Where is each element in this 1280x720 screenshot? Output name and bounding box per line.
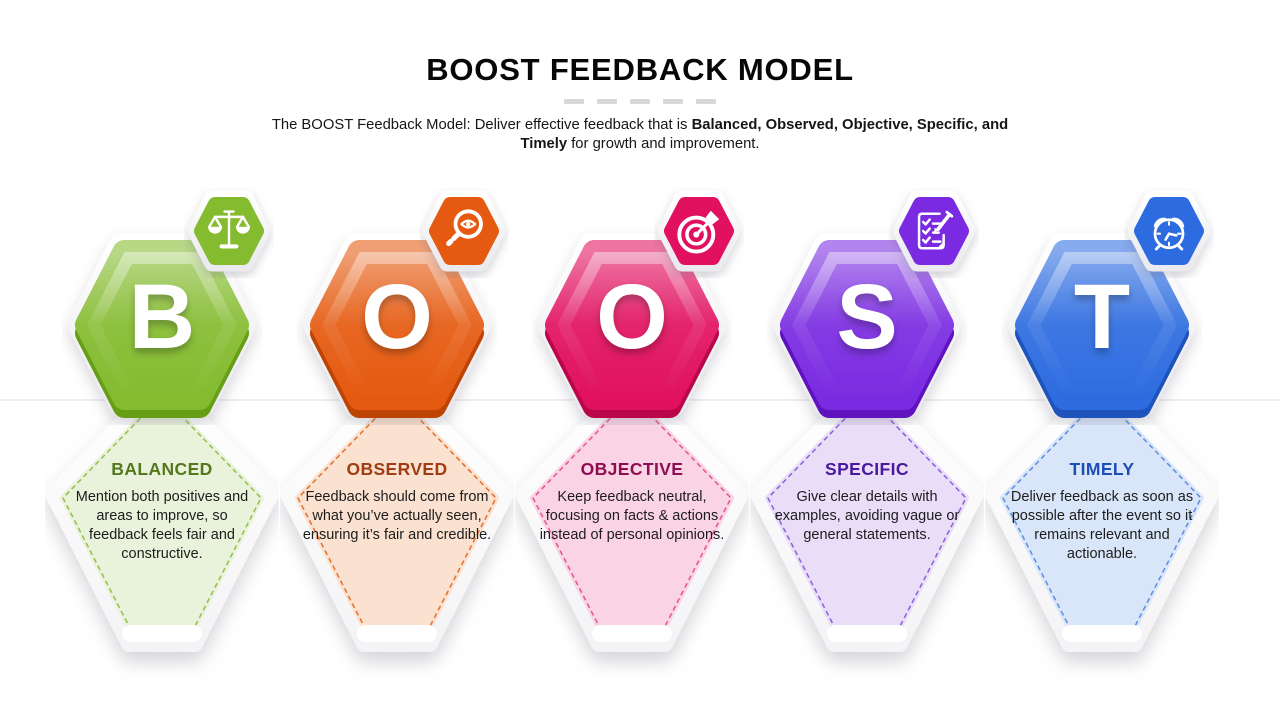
big-hexagon — [68, 233, 256, 418]
subtitle-bold-keywords: Balanced, Observed, Objective, Specific,… — [520, 117, 1009, 152]
divider-dash — [597, 99, 617, 104]
column-card — [515, 378, 749, 652]
icon-hexagon — [892, 190, 976, 272]
boost-column: O OBSERVED Feedback should come from wha… — [280, 0, 514, 720]
column-description: Deliver feedback as soon as possible aft… — [1010, 489, 1194, 562]
column-letter: B — [128, 266, 196, 368]
column-letter: O — [361, 266, 433, 368]
column-card — [750, 378, 984, 652]
column-description: Feedback should come from what you’ve ac… — [302, 489, 492, 543]
column-title: SPECIFIC — [825, 459, 909, 479]
column-title: OBSERVED — [346, 459, 448, 479]
column-title: BALANCED — [111, 459, 213, 479]
page-subtitle: The BOOST Feedback Model: Deliver effect… — [270, 116, 1010, 154]
magnifier-eye-icon — [446, 209, 483, 247]
title-divider-dashes — [0, 99, 1280, 104]
big-hexagon — [1008, 233, 1196, 418]
big-hexagon — [773, 233, 961, 418]
boost-column: S SPECIFIC Give clear details with examp… — [750, 0, 984, 720]
column-bottom-pill — [357, 625, 437, 642]
column-bottom-pill — [827, 625, 907, 642]
divider-dash — [696, 99, 716, 104]
subtitle-text: The BOOST Feedback Model: Deliver effect… — [271, 117, 692, 133]
column-card — [985, 378, 1219, 652]
column-description: Mention both positives and areas to impr… — [75, 489, 249, 562]
big-hexagon — [538, 233, 726, 418]
column-card — [280, 378, 514, 652]
big-hexagon — [303, 233, 491, 418]
subtitle-text: for growth and improvement. — [567, 136, 760, 152]
column-title: TIMELY — [1069, 459, 1135, 479]
column-card — [45, 378, 279, 652]
checklist-pencil-icon — [917, 210, 954, 250]
boost-column: B BALANCED Mention both positives and ar… — [45, 0, 279, 720]
target-dart-icon — [677, 210, 720, 254]
scales-icon — [208, 210, 250, 249]
column-letter: S — [836, 266, 898, 368]
column-letter: O — [596, 266, 668, 368]
boost-column: T TIMELY Deliver feedback as soon as pos… — [985, 0, 1219, 720]
column-bottom-pill — [1062, 625, 1142, 642]
icon-hexagon — [187, 190, 271, 272]
alarm-clock-icon — [1153, 217, 1185, 251]
column-description: Keep feedback neutral, focusing on facts… — [539, 489, 725, 543]
column-description: Give clear details with examples, avoidi… — [774, 489, 960, 543]
column-letter: T — [1073, 266, 1131, 368]
icon-hexagon — [657, 190, 741, 272]
column-bottom-pill — [592, 625, 672, 642]
divider-dash — [663, 99, 683, 104]
divider-dash — [630, 99, 650, 104]
column-bottom-pill — [122, 625, 202, 642]
icon-hexagon — [1127, 190, 1211, 272]
page-title: BOOST FEEDBACK MODEL — [426, 52, 854, 87]
column-title: OBJECTIVE — [580, 459, 684, 479]
divider-dash — [564, 99, 584, 104]
icon-hexagon — [422, 190, 506, 272]
boost-column: O OBJECTIVE Keep feedback neutral, focus… — [515, 0, 749, 720]
